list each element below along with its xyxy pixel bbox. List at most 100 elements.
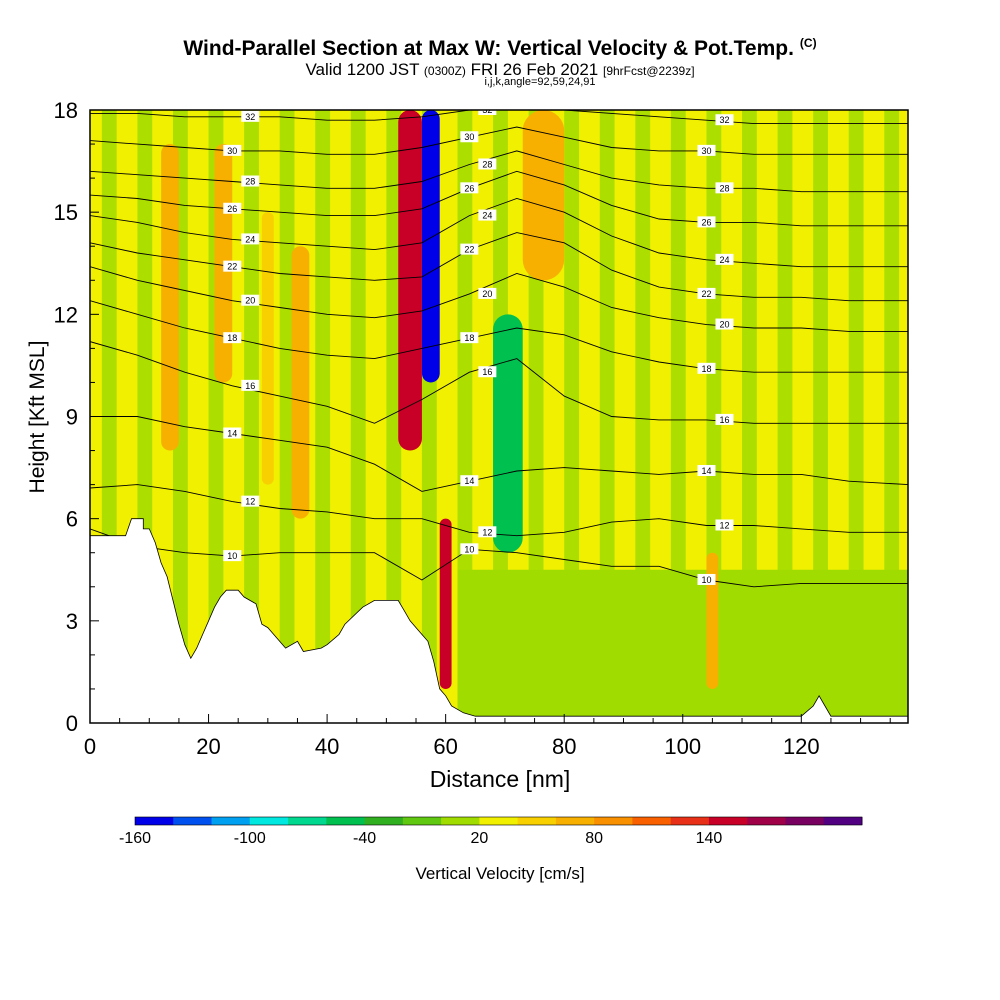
colorbar-tick-label: 80: [585, 830, 603, 847]
contour-label-bg: [697, 573, 716, 585]
colorbar-swatch: [747, 817, 786, 825]
field-band: [350, 110, 366, 723]
colorbar-tick-label: -160: [119, 830, 151, 847]
contour-label-bg: [715, 182, 734, 194]
x-tick-label: 40: [315, 734, 339, 759]
contour-label: 22: [701, 289, 711, 299]
contour-label-bg: [715, 253, 734, 265]
contour-label: 28: [719, 183, 729, 193]
title-text: Wind-Parallel Section at Max W: Vertical…: [183, 37, 794, 60]
contour-label: 26: [701, 217, 711, 227]
contour-label-bg: [241, 294, 260, 306]
contour-label-bg: [223, 260, 242, 272]
x-axis-title: Distance [nm]: [429, 766, 571, 792]
contour-label: 30: [701, 146, 711, 156]
axes: 0 20 40 60 80 100 120 0 3 6 9 12 15 18: [54, 98, 891, 759]
velocity-cell: [161, 144, 179, 451]
contour-label-bg: [715, 114, 734, 126]
contour-label-bg: [223, 332, 242, 344]
y-axis-title: Height [Kft MSL]: [26, 340, 49, 494]
contour-label-bg: [697, 216, 716, 228]
contour-label-bg: [715, 318, 734, 330]
contour-label-bg: [460, 182, 479, 194]
contour-label-bg: [460, 243, 479, 255]
contour-label-bg: [478, 526, 497, 538]
theta-contour: [90, 198, 908, 268]
colorbar-frame: [134, 816, 863, 826]
colorbar-tick-label: 20: [470, 830, 488, 847]
copyright-mark: (C): [799, 36, 817, 50]
contour-label-bg: [697, 362, 716, 374]
y-tick-label: 0: [66, 711, 78, 736]
colorbar-swatch: [670, 817, 710, 825]
theta-contour-labels: 10 10 10 12 12 12 14 14 14 16 16 16 18 18 18 20 20 20 22 22…: [223, 105, 734, 585]
contour-label: 12: [482, 527, 492, 537]
theta-contour: [90, 150, 908, 193]
colorbar-swatch: [708, 817, 748, 825]
contour-label: 10: [227, 551, 237, 561]
colorbar: -160 -100 -40 20 80 140: [119, 816, 863, 847]
contour-label-bg: [478, 158, 497, 170]
contour-label: 18: [701, 364, 711, 374]
velocity-cell: [706, 552, 719, 689]
contour-label-bg: [223, 202, 242, 214]
contour-label: 22: [464, 245, 474, 255]
colorbar-swatch: [173, 817, 213, 825]
terrain-profile: [90, 518, 908, 723]
contour-label-bg: [241, 175, 260, 187]
colorbar-swatch: [594, 817, 633, 825]
contour-label-bg: [241, 233, 260, 245]
contour-label-bg: [241, 110, 260, 122]
contour-label: 18: [227, 333, 237, 343]
contour-label: 16: [719, 415, 729, 425]
y-tick-label: 12: [54, 302, 78, 327]
contour-label: 24: [245, 234, 255, 244]
contour-label: 32: [245, 112, 255, 122]
y-tick-label: 9: [66, 405, 78, 430]
colorbar-swatch: [326, 817, 366, 825]
contour-label: 28: [482, 159, 492, 169]
contour-label: 10: [701, 575, 711, 585]
contour-label-bg: [478, 110, 497, 115]
contour-label-bg: [715, 413, 734, 425]
contour-label: 32: [482, 105, 492, 115]
x-tick-label: 20: [196, 734, 220, 759]
y-tick-label: 6: [66, 507, 78, 532]
contour-label-bg: [478, 209, 497, 221]
contour-label: 16: [482, 367, 492, 377]
contour-label-bg: [223, 427, 242, 439]
x-tick-label: 80: [552, 734, 576, 759]
theta-contour: [90, 110, 908, 125]
field-band: [386, 110, 402, 723]
y-tick-label: 18: [54, 98, 78, 123]
contour-label: 14: [464, 476, 474, 486]
colorbar-swatch: [632, 817, 672, 825]
colorbar-swatch: [555, 817, 595, 825]
contour-label: 20: [245, 296, 255, 306]
colorbar-swatch: [288, 817, 327, 825]
colorbar-tick-label: -100: [234, 830, 266, 847]
contour-label-bg: [241, 495, 260, 507]
colorbar-swatch: [823, 817, 863, 825]
velocity-cell: [522, 110, 565, 281]
valid-time: Valid 1200 JST: [305, 60, 420, 79]
field-band: [244, 110, 259, 723]
field-lower-region: [457, 569, 908, 723]
contour-label-bg: [478, 366, 497, 378]
y-tick-label: 15: [54, 200, 78, 225]
colorbar-swatch: [441, 817, 480, 825]
contour-label: 12: [245, 497, 255, 507]
x-tick-label: 0: [84, 734, 96, 759]
contour-label-bg: [697, 287, 716, 299]
contour-label: 14: [701, 466, 711, 476]
contour-label-bg: [460, 475, 479, 487]
contour-label: 22: [227, 262, 237, 272]
contour-label: 14: [227, 429, 237, 439]
contour-label-bg: [241, 379, 260, 391]
chart-title: Wind-Parallel Section at Max W: Vertical…: [0, 36, 1000, 61]
colorbar-swatch: [479, 817, 519, 825]
colorbar-swatch: [517, 817, 557, 825]
contour-label-bg: [697, 464, 716, 476]
velocity-cell: [261, 212, 274, 485]
